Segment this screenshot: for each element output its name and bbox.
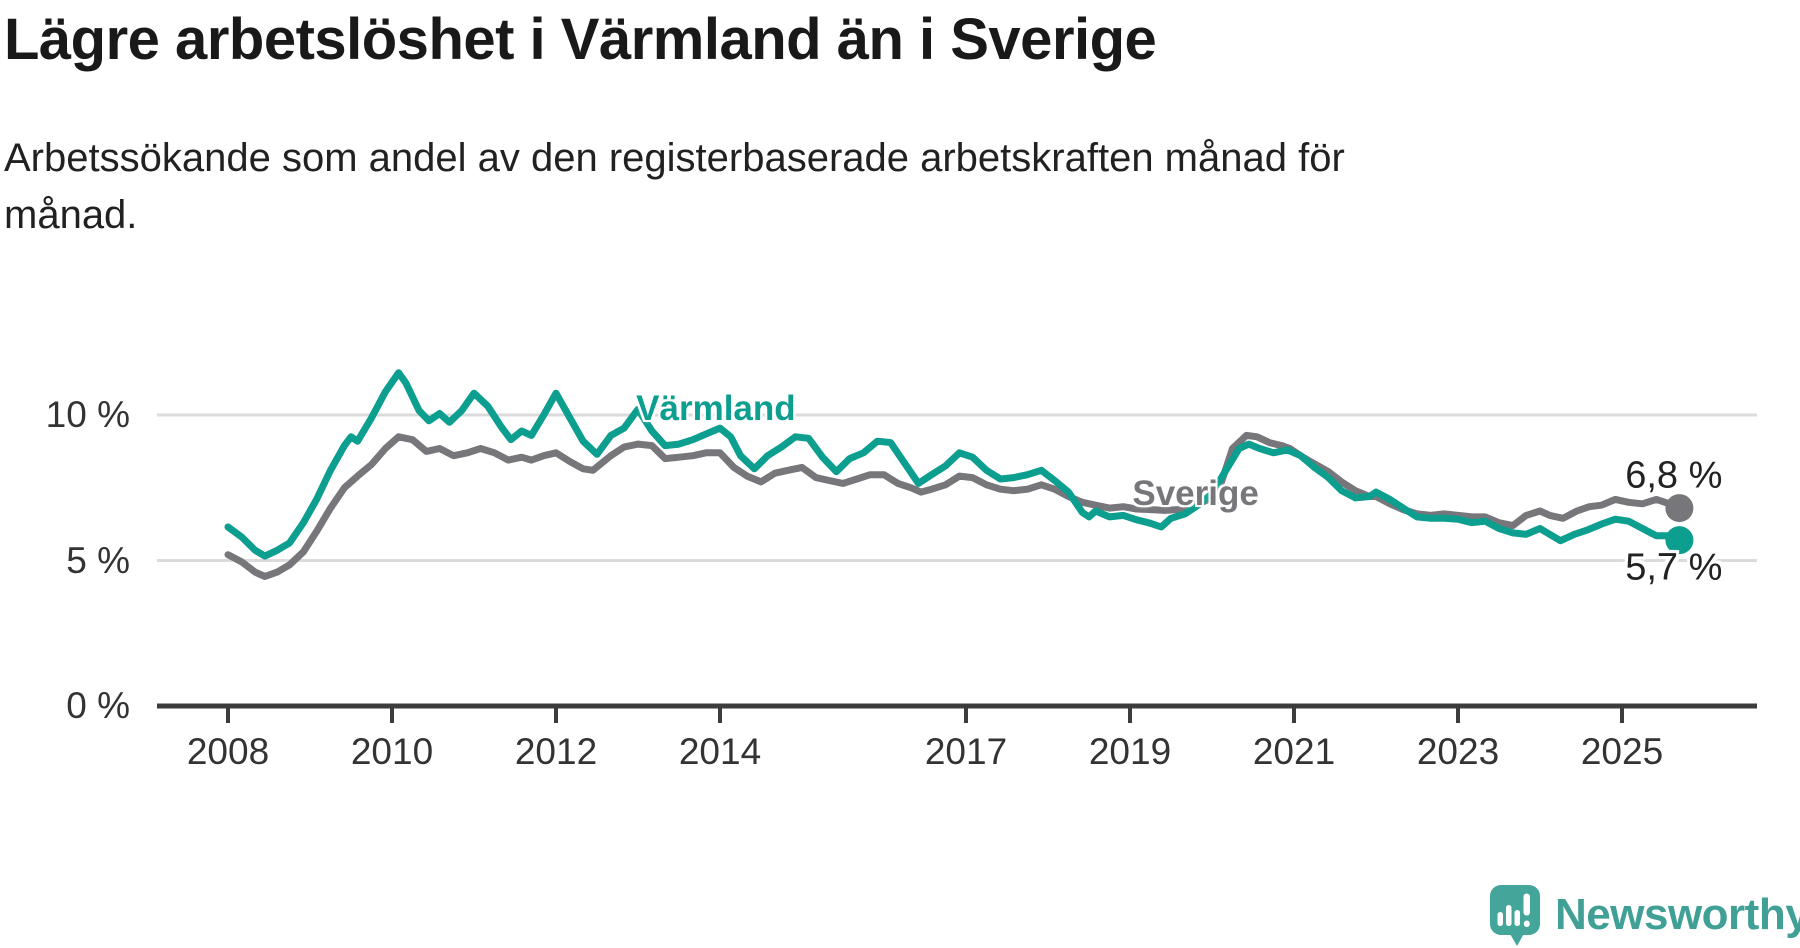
y-tick-label-0: 0 % <box>66 685 130 726</box>
x-tick-label-2025: 2025 <box>1580 731 1664 772</box>
x-tick-label-2019: 2019 <box>1088 731 1172 772</box>
chart-subtitle: Arbetssökande som andel av den registerb… <box>4 136 1345 237</box>
x-tick-label-2023: 2023 <box>1416 731 1500 772</box>
x-tick-label-2014: 2014 <box>678 731 762 772</box>
sverige-end-value-label: 6,8 % <box>1625 454 1723 497</box>
varmland-series-label: Värmland <box>636 389 796 429</box>
newsworthy-logo[interactable]: Newsworthy <box>1489 884 1800 946</box>
sverige-end-dot <box>1665 494 1694 523</box>
y-tick-label-5: 5 % <box>66 539 130 581</box>
sverige-series-label: Sverige <box>1132 474 1259 514</box>
varmland-end-dot <box>1665 526 1694 555</box>
varmland-end-value-label: 5,7 % <box>1625 546 1723 589</box>
newsworthy-wordmark: Newsworthy <box>1555 890 1800 939</box>
varmland-line <box>224 369 1683 560</box>
x-tick-label-2010: 2010 <box>350 731 434 772</box>
x-tick-label-2017: 2017 <box>924 731 1008 772</box>
y-tick-label-10: 10 % <box>45 394 130 435</box>
x-tick-label-2008: 2008 <box>186 731 270 772</box>
x-tick-label-2021: 2021 <box>1252 731 1336 772</box>
page-title: Lägre arbetslöshet i Värmland än i Sveri… <box>4 7 1157 72</box>
sverige-line <box>224 431 1683 580</box>
x-tick-label-2012: 2012 <box>514 731 598 772</box>
newsworthy-icon <box>1490 885 1540 946</box>
